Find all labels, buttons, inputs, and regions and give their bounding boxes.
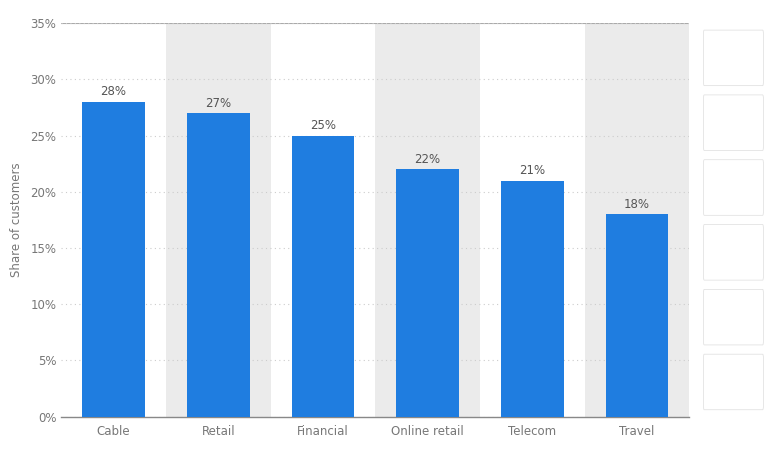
FancyBboxPatch shape bbox=[703, 30, 764, 86]
FancyBboxPatch shape bbox=[703, 160, 764, 215]
Text: 18%: 18% bbox=[624, 198, 650, 211]
Bar bbox=[396, 169, 459, 417]
FancyBboxPatch shape bbox=[703, 289, 764, 345]
Bar bbox=[501, 181, 564, 417]
Bar bbox=[480, 23, 584, 417]
Text: 22%: 22% bbox=[414, 153, 440, 166]
Bar bbox=[187, 113, 250, 417]
FancyBboxPatch shape bbox=[703, 95, 764, 150]
Text: 27%: 27% bbox=[205, 97, 231, 110]
Y-axis label: Share of customers: Share of customers bbox=[11, 163, 24, 277]
Bar bbox=[606, 214, 669, 417]
FancyBboxPatch shape bbox=[703, 225, 764, 280]
Bar bbox=[270, 23, 375, 417]
Text: 25%: 25% bbox=[310, 119, 336, 132]
Bar bbox=[584, 23, 689, 417]
Bar bbox=[375, 23, 480, 417]
FancyBboxPatch shape bbox=[703, 354, 764, 410]
Bar bbox=[61, 23, 166, 417]
Bar bbox=[166, 23, 270, 417]
Text: 21%: 21% bbox=[519, 164, 545, 177]
Bar bbox=[82, 102, 145, 417]
Text: 28%: 28% bbox=[100, 86, 126, 99]
Bar bbox=[292, 136, 355, 417]
